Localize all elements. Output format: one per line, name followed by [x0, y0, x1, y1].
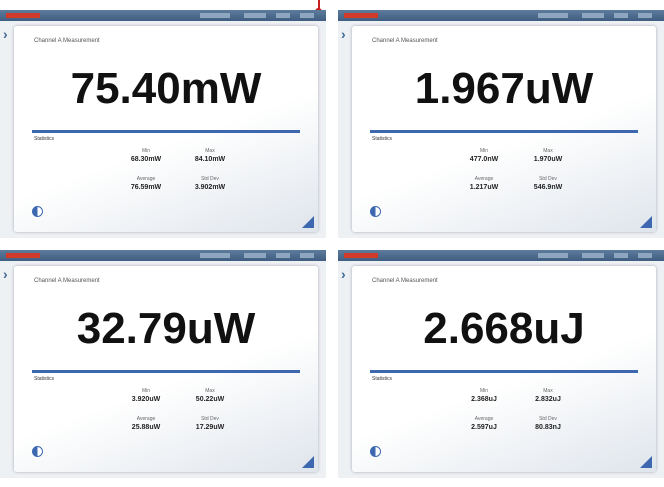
max-label: Max: [543, 388, 553, 394]
min-label: Min: [479, 148, 489, 154]
header-button[interactable]: [244, 13, 266, 18]
header-button[interactable]: [638, 253, 652, 258]
mode-button[interactable]: [370, 206, 381, 217]
avg-label: Average: [136, 416, 156, 422]
mode-button[interactable]: [370, 446, 381, 457]
std-value: 17.29uW: [195, 424, 225, 431]
meter-panel: › Channel A Measurement 2.668uJ Statistics M…: [338, 250, 664, 478]
max-value: 2.832uJ: [535, 396, 561, 403]
header-bar: [338, 10, 664, 21]
card-title: Channel A Measurement: [372, 278, 438, 284]
header-bar: [338, 250, 664, 261]
std-label: Std Dev: [539, 416, 557, 422]
avg-label: Average: [136, 176, 156, 182]
avg-value: 2.597uJ: [471, 424, 497, 431]
stats-bar: [370, 130, 638, 133]
reading: 75.40mW: [70, 64, 262, 113]
expand-button[interactable]: ›: [341, 266, 346, 282]
avg-label: Average: [474, 176, 494, 182]
min-value: 477.0nW: [469, 156, 499, 163]
header-button[interactable]: [276, 253, 290, 258]
max-label: Max: [205, 148, 215, 154]
reading: 2.668uJ: [423, 304, 585, 353]
header-button[interactable]: [200, 253, 230, 258]
measurement-card: Channel A Measurement 32.79uW Statistics Mi…: [14, 266, 318, 472]
stats-bar: [32, 370, 300, 373]
header-button[interactable]: [638, 13, 652, 18]
min-value: 68.30mW: [130, 156, 162, 163]
header-button[interactable]: [276, 13, 290, 18]
card-title: Channel A Measurement: [34, 278, 100, 284]
card-title: Channel A Measurement: [34, 38, 100, 44]
logo: [344, 253, 378, 258]
std-label: Std Dev: [201, 176, 219, 182]
min-label: Min: [141, 388, 151, 394]
min-value: 2.368uJ: [471, 396, 497, 403]
header-bar: [0, 10, 326, 21]
resize-handle[interactable]: [302, 456, 314, 468]
min-value: 3.920uW: [131, 396, 161, 403]
header-button[interactable]: [614, 253, 628, 258]
logo: [6, 13, 40, 18]
avg-value: 1.217uW: [469, 184, 499, 191]
max-value: 84.10mW: [194, 156, 226, 163]
meter-panel: › Channel A Measurement 32.79uW Statistics M…: [0, 250, 326, 478]
resize-handle[interactable]: [640, 456, 652, 468]
header-button[interactable]: [582, 13, 604, 18]
header-bar: [0, 250, 326, 261]
header-button[interactable]: [300, 13, 314, 18]
avg-value: 76.59mW: [130, 184, 162, 191]
logo: [344, 13, 378, 18]
header-button[interactable]: [582, 253, 604, 258]
header-button[interactable]: [538, 253, 568, 258]
header-button[interactable]: [614, 13, 628, 18]
mode-button[interactable]: [32, 206, 43, 217]
max-value: 1.970uW: [533, 156, 563, 163]
min-label: Min: [479, 388, 489, 394]
std-value: 80.83nJ: [535, 424, 561, 431]
std-value: 3.902mW: [194, 184, 226, 191]
std-label: Std Dev: [539, 176, 557, 182]
avg-label: Average: [474, 416, 494, 422]
stats-bar: [32, 130, 300, 133]
reading: 32.79uW: [76, 304, 256, 353]
measurement-card: Channel A Measurement 2.668uJ Statistics Mi…: [352, 266, 656, 472]
logo: [6, 253, 40, 258]
measurement-card: Channel A Measurement 1.967uW Statistics Mi…: [352, 26, 656, 232]
max-label: Max: [205, 388, 215, 394]
marker-line: [318, 0, 320, 10]
header-button[interactable]: [300, 253, 314, 258]
avg-value: 25.88uW: [131, 424, 161, 431]
header-button[interactable]: [538, 13, 568, 18]
stats-label: Statistics: [372, 376, 393, 382]
meter-panel: › Channel A Measurement 75.40mW Statistics M…: [0, 10, 326, 238]
expand-button[interactable]: ›: [341, 26, 346, 42]
max-value: 50.22uW: [195, 396, 225, 403]
max-label: Max: [543, 148, 553, 154]
stats-label: Statistics: [372, 136, 393, 142]
meter-panel: › Channel A Measurement 1.967uW Statistics M…: [338, 10, 664, 238]
card-title: Channel A Measurement: [372, 38, 438, 44]
stats-label: Statistics: [34, 376, 55, 382]
measurement-card: Channel A Measurement 75.40mW Statistics Mi…: [14, 26, 318, 232]
header-button[interactable]: [244, 253, 266, 258]
resize-handle[interactable]: [302, 216, 314, 228]
std-label: Std Dev: [201, 416, 219, 422]
min-label: Min: [141, 148, 151, 154]
mode-button[interactable]: [32, 446, 43, 457]
header-button[interactable]: [200, 13, 230, 18]
std-value: 546.9nW: [533, 184, 563, 191]
stats-label: Statistics: [34, 136, 55, 142]
expand-button[interactable]: ›: [3, 26, 8, 42]
stats-bar: [370, 370, 638, 373]
reading: 1.967uW: [414, 64, 594, 113]
expand-button[interactable]: ›: [3, 266, 8, 282]
resize-handle[interactable]: [640, 216, 652, 228]
